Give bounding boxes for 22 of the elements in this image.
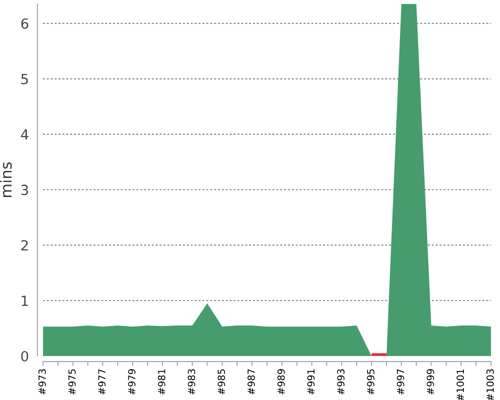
y-tick-label: 3 — [21, 184, 28, 196]
x-tick-label: #979 — [128, 369, 136, 394]
x-tick-label: #987 — [248, 369, 255, 394]
x-tick-label: #985 — [218, 369, 226, 394]
y-axis-title: mins — [0, 162, 12, 197]
x-tick-label: #983 — [188, 369, 196, 394]
x-tick-label: #975 — [68, 369, 76, 394]
x-tick-label: #981 — [158, 369, 166, 394]
y-tick-label: 2 — [21, 240, 28, 250]
x-tick-label: #973 — [38, 369, 46, 394]
y-tick-label: 1 — [22, 296, 28, 306]
y-tick-label: 5 — [21, 74, 28, 84]
y-tick-label: 6 — [21, 18, 28, 29]
x-tick-label: #995 — [367, 369, 374, 394]
x-tick-label: #989 — [277, 369, 285, 394]
x-tick-label: #977 — [98, 369, 106, 394]
x-tick-label: #999 — [426, 369, 434, 394]
x-tick-label: #991 — [307, 369, 315, 394]
y-tick-label: 4 — [20, 129, 28, 140]
x-tick-label: #997 — [396, 369, 404, 394]
x-tick-label: #993 — [337, 369, 344, 394]
y-tick-label: 0 — [21, 350, 28, 362]
